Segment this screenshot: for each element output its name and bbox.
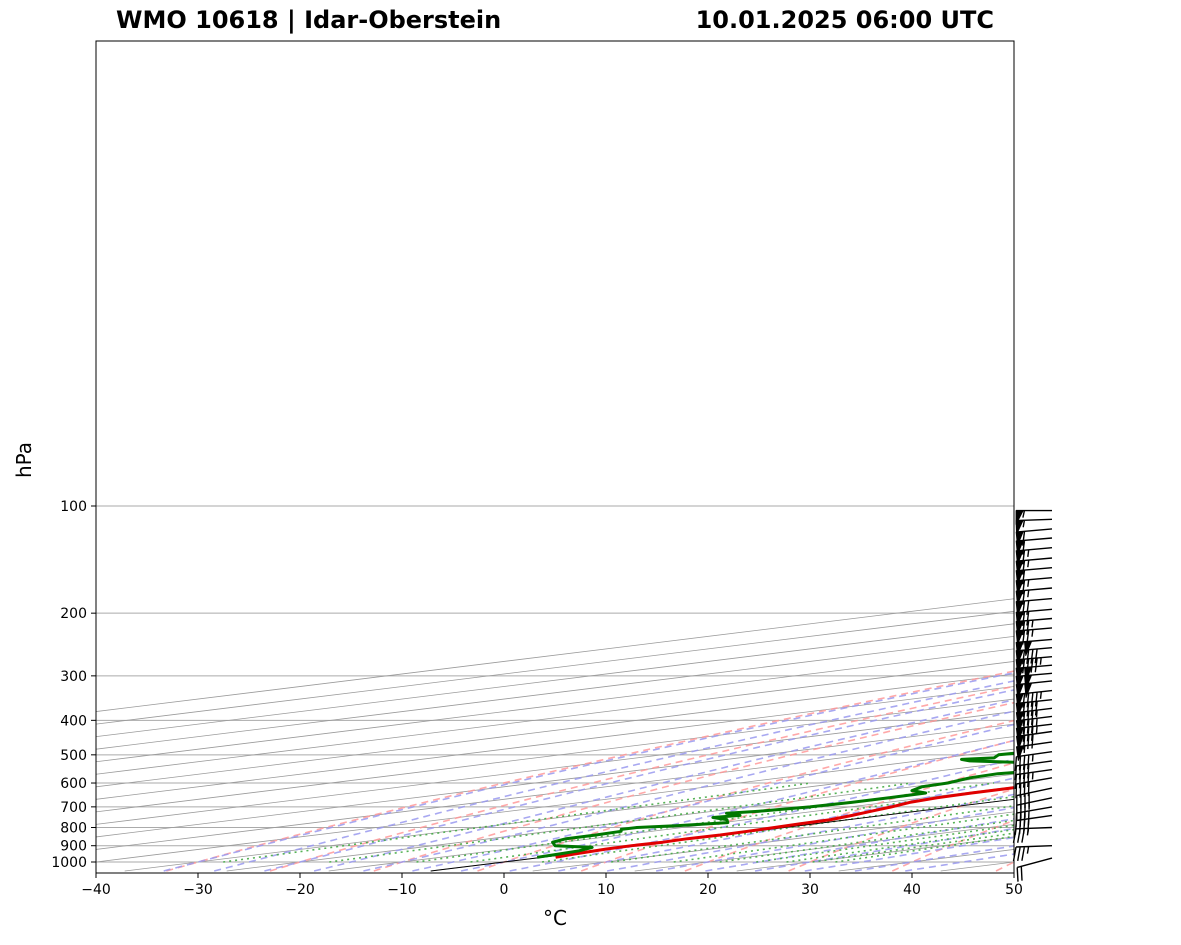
isotherm-grid xyxy=(0,490,1181,871)
x-tick-label: −20 xyxy=(285,882,315,898)
dry-adiabat xyxy=(478,490,1181,871)
dry-adiabat xyxy=(892,490,1181,871)
isotherm-line xyxy=(431,490,1181,871)
moist-adiabat xyxy=(363,558,1181,871)
y-tick-label: 800 xyxy=(60,821,87,837)
dry-adiabat xyxy=(374,490,1181,871)
y-axis-label: hPa xyxy=(12,442,36,478)
chart-title-station: WMO 10618 | Idar-Oberstein xyxy=(116,6,501,34)
moist-adiabat xyxy=(412,544,1181,871)
y-tick-label: 300 xyxy=(60,669,87,685)
x-tick-label: −10 xyxy=(387,882,417,898)
isotherm-line xyxy=(635,490,1181,871)
y-tick-label: 900 xyxy=(60,839,87,855)
dry-adiabat xyxy=(581,490,1181,871)
x-tick-label: −30 xyxy=(183,882,213,898)
x-tick-label: 20 xyxy=(699,882,717,898)
x-tick-label: 30 xyxy=(801,882,819,898)
zero-isotherm xyxy=(431,490,1181,871)
y-tick-label: 200 xyxy=(60,606,87,622)
x-tick-label: 0 xyxy=(500,882,509,898)
wind-barb xyxy=(1016,742,1052,761)
moist-adiabat xyxy=(705,486,1181,871)
plot-frame xyxy=(96,41,1014,873)
y-tick-label: 1000 xyxy=(51,855,87,871)
mixing-ratio-line xyxy=(611,783,1178,862)
x-axis-ticks: −40 −30 −20 −10 0 10 20 30 40 50 xyxy=(81,873,1023,898)
x-tick-label: 10 xyxy=(597,882,615,898)
isotherm-line xyxy=(23,490,1181,871)
y-tick-label: 500 xyxy=(60,748,87,764)
y-tick-label: 400 xyxy=(60,713,87,729)
x-tick-label: 40 xyxy=(903,882,921,898)
y-tick-label: 600 xyxy=(60,776,87,792)
y-tick-label: 100 xyxy=(60,499,87,515)
wind-barb-staff xyxy=(1014,846,1053,861)
wind-barbs xyxy=(1014,511,1053,882)
wind-barb xyxy=(1017,858,1052,882)
x-tick-label: 50 xyxy=(1005,882,1023,898)
dry-adiabat xyxy=(1100,490,1181,871)
zero-degree-isotherm xyxy=(431,490,1181,871)
isotherm-line xyxy=(227,490,1181,871)
wind-barb xyxy=(1014,846,1053,861)
x-tick-label: −40 xyxy=(81,882,111,898)
chart-title-datetime: 10.01.2025 06:00 UTC xyxy=(696,6,994,34)
y-tick-label: 700 xyxy=(60,800,87,816)
wind-barb-staff xyxy=(1017,858,1052,882)
isotherm-line xyxy=(839,490,1181,871)
moist-adiabat xyxy=(755,486,1181,871)
moist-adiabat xyxy=(905,486,1181,871)
x-axis-label: °C xyxy=(543,906,567,930)
